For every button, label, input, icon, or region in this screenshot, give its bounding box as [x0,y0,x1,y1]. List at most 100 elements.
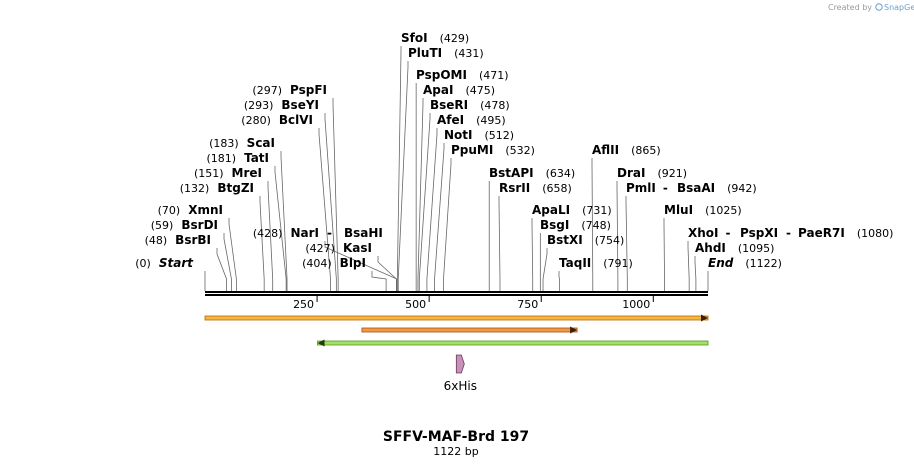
site-position: (48) [145,234,168,247]
tick-label: 250 [293,298,314,311]
site-name: PspFI [290,83,327,97]
site-afei: AfeI (495) [437,113,506,127]
site-aflii: AflII (865) [592,143,661,157]
site-position: (532) [505,144,535,157]
site-position: (293) [244,99,274,112]
site-position: (478) [480,99,510,112]
site-connector-ppumi [443,158,452,291]
site-noti: NotI (512) [444,128,514,142]
site-name: AflII [592,143,619,157]
site-apai: ApaI (475) [423,83,495,97]
site-dash: - [327,226,332,240]
site-position: (634) [546,167,576,180]
site-position: (475) [465,84,495,97]
site-nari: NarI (428) - BsaHI [253,226,383,240]
map-length: 1122 bp [433,445,478,458]
site-position: (183) [209,137,239,150]
site-connector-scai [280,151,288,291]
site-name: XmnI [188,203,223,217]
site-position: (431) [454,47,484,60]
credit-prefix: Created by [828,3,872,12]
site-position: (921) [657,167,687,180]
site-position: (181) [206,152,236,165]
tick-label: 1000 [622,298,650,311]
site-position: (59) [151,219,174,232]
backbone-bottom-strand [205,294,708,296]
site-connector-taqii [558,271,561,291]
site-name: PluTI [408,46,442,60]
site-name: NarI [290,226,319,240]
site-connector-noti [434,143,445,291]
feature-arrowhead-icon [701,314,708,322]
site-name: BstXI [547,233,583,247]
site-position: (865) [631,144,661,157]
site-connector-kasi [377,256,397,291]
site-taqii: TaqII (791) [559,256,633,270]
site-connector-pspfi [332,98,339,291]
site-name: End [708,256,734,270]
site-position: (495) [476,114,506,127]
site-position: (297) [252,84,282,97]
site-connector-bseri [418,113,431,291]
site-name: Start [159,256,194,270]
feature-feature-1 [204,315,709,321]
site-ppumi: PpuMI (532) [451,143,535,157]
site-position: (942) [727,182,757,195]
map-title: SFFV-MAF-Brd 197 [383,429,529,445]
site-position: (404) [302,257,332,270]
site-name: BlpI [340,256,366,270]
site-drai: DraI (921) [617,166,687,180]
site-connector-pluti [397,61,409,291]
site-position: (280) [241,114,271,127]
site-connector-mlui [663,218,665,291]
feature-arrowhead-icon [317,339,325,347]
site-blpi: BlpI (404) [302,256,366,270]
site-position: (731) [582,204,612,217]
site-name-extra: BsaAI [677,181,715,195]
site-name: NotI [444,128,473,142]
site-position: (0) [135,257,151,270]
site-bsgi: BsgI (748) [540,218,611,232]
site-pspomi: PspOMI (471) [416,68,509,82]
site-apali: ApaLI (731) [532,203,612,217]
site-position: (754) [595,234,625,247]
site-name: TatI [244,151,269,165]
site-name: BseYI [281,98,319,112]
site-position: (658) [542,182,572,195]
backbone: 250 500 750 1000 [205,291,708,311]
site-dash: - [726,226,731,240]
site-bclvi: BclVI (280) [241,113,313,127]
feature-feature-2 [361,327,578,333]
site-position: (132) [180,182,210,195]
site-connector-sfoi [396,46,402,291]
site-tati: TatI (181) [206,151,269,165]
site-name: MreI [232,166,262,180]
site-name: ApaLI [532,203,570,217]
site-position: (428) [253,227,283,240]
site-name: AfeI [437,113,464,127]
tick-label: 500 [405,298,426,311]
site-name: BclVI [279,113,313,127]
site-position: (748) [581,219,611,232]
site-position: (1122) [745,257,782,270]
site-connector-bseyi [324,113,337,291]
site-name: MluI [664,203,693,217]
tick-label: 750 [517,298,538,311]
site-connector-xhoi [687,241,690,291]
site-connector-tati [274,166,287,291]
site-position: (471) [479,69,509,82]
site-position: (1080) [857,227,894,240]
site-name: PmlI [626,181,656,195]
site-name: SfoI [401,31,428,45]
site-name: PspOMI [416,68,467,82]
site-labels: Start(0)BsrBI(48)BsrDI(59)XmnI(70)BtgZI(… [135,31,893,270]
site-name: DraI [617,166,645,180]
site-connector-xmni [228,218,237,291]
site-connector-apali [531,218,534,291]
site-connector-ahdi [694,256,697,291]
site-connector-bclvi [318,128,331,291]
site-bseyi: BseYI (293) [244,98,319,112]
site-connector-afei [426,128,438,291]
site-pspfi: PspFI (297) [252,83,327,97]
